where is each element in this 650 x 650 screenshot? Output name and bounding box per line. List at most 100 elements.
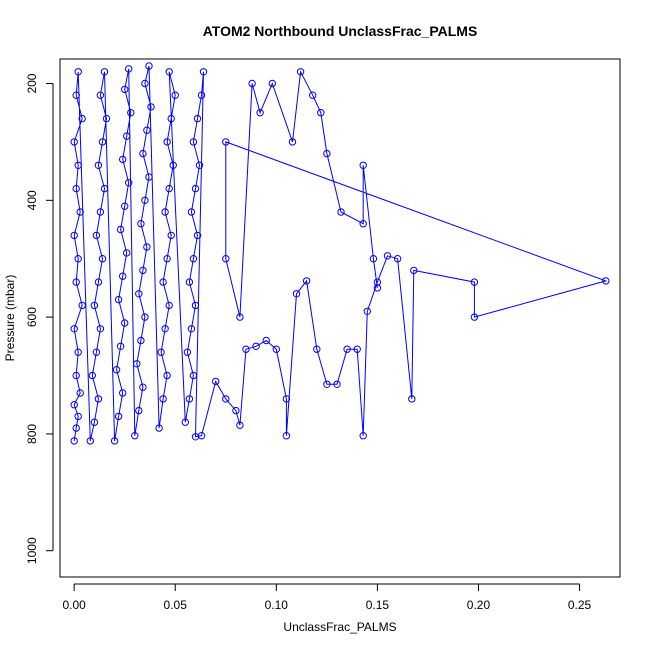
- data-point: [86, 437, 95, 445]
- data-point: [70, 138, 78, 146]
- plot-frame: [59, 58, 621, 578]
- data-point: [256, 109, 264, 117]
- data-point: [187, 325, 196, 333]
- data-point: [222, 138, 230, 146]
- data-point: [353, 345, 361, 353]
- data-point: [212, 377, 220, 386]
- data-point: [127, 109, 135, 117]
- data-point: [222, 255, 230, 263]
- data-point: [137, 220, 145, 228]
- data-point: [193, 231, 202, 240]
- y-tick-label: 1000: [25, 537, 39, 564]
- data-point: [189, 371, 198, 380]
- data-point: [147, 103, 155, 111]
- data-point: [373, 284, 382, 292]
- data-point: [139, 383, 147, 391]
- data-point: [189, 138, 198, 146]
- data-point: [121, 202, 129, 210]
- data-point: [114, 295, 123, 304]
- data-point: [169, 161, 177, 170]
- data-point: [100, 184, 109, 193]
- data-point: [90, 418, 99, 426]
- data-point: [141, 313, 149, 321]
- data-point: [236, 313, 244, 321]
- data-point: [76, 389, 84, 397]
- data-point: [359, 161, 367, 170]
- data-point: [288, 138, 297, 146]
- data-point: [90, 301, 99, 310]
- data-point: [74, 161, 82, 170]
- data-point: [383, 252, 392, 260]
- data-point: [119, 272, 127, 280]
- data-point: [248, 79, 256, 88]
- data-point: [98, 138, 107, 146]
- data-point: [121, 319, 129, 327]
- x-tick-label: 0.10: [265, 598, 289, 612]
- x-tick-label: 0.20: [467, 598, 491, 612]
- data-point: [141, 196, 149, 205]
- data-point: [167, 114, 175, 123]
- data-point: [199, 68, 208, 76]
- series-line: [73, 65, 608, 442]
- data-point: [139, 149, 147, 158]
- data-point: [252, 342, 260, 350]
- data-point: [94, 161, 103, 170]
- data-point: [137, 336, 145, 345]
- data-point: [363, 307, 371, 315]
- data-point: [135, 406, 143, 415]
- data-point: [92, 348, 101, 356]
- data-point: [139, 266, 147, 275]
- data-point: [96, 325, 105, 333]
- data-point: [159, 278, 167, 286]
- data-point: [191, 301, 200, 310]
- x-tick-label: 0.05: [164, 598, 188, 612]
- data-point: [369, 255, 378, 263]
- data-point: [222, 395, 230, 403]
- data-point: [96, 208, 105, 216]
- data-point: [74, 348, 82, 356]
- data-point: [163, 371, 171, 380]
- y-tick-label: 600: [25, 307, 39, 327]
- data-point: [74, 68, 82, 76]
- data-point: [373, 278, 382, 286]
- data-point: [296, 68, 305, 76]
- x-axis-label: UnclassFrac_PALMS: [283, 620, 396, 634]
- data-point: [302, 277, 311, 285]
- data-point: [135, 290, 143, 298]
- data-point: [74, 412, 82, 421]
- data-point: [74, 255, 82, 263]
- data-point: [70, 437, 78, 445]
- data-point: [282, 395, 291, 403]
- data-point: [119, 155, 127, 164]
- data-point: [100, 68, 109, 76]
- data-point: [70, 325, 78, 333]
- data-point: [268, 79, 276, 88]
- data-point: [393, 255, 402, 263]
- data-point: [410, 266, 418, 275]
- data-point: [116, 225, 125, 234]
- data-point: [313, 345, 321, 353]
- data-point: [236, 421, 244, 429]
- data-point: [110, 437, 119, 445]
- data-point: [161, 208, 169, 216]
- data-point: [159, 395, 167, 403]
- data-point: [161, 325, 169, 333]
- chart-title: ATOM2 Northbound UnclassFrac_PALMS: [203, 23, 478, 39]
- data-point: [116, 342, 125, 350]
- data-point: [282, 432, 291, 440]
- data-point: [72, 278, 80, 286]
- data-point: [232, 406, 240, 415]
- data-point: [292, 290, 301, 298]
- data-point: [141, 79, 149, 88]
- data-point: [94, 278, 103, 286]
- y-axis-label: Pressure (mbar): [3, 275, 17, 362]
- data-point: [163, 138, 171, 146]
- data-point: [163, 255, 171, 263]
- y-tick-label: 800: [25, 424, 39, 444]
- data-point: [121, 85, 129, 94]
- data-point: [242, 345, 250, 353]
- data-point: [145, 173, 153, 181]
- data-point: [333, 380, 341, 388]
- data-point: [470, 278, 479, 286]
- data-point: [72, 184, 80, 193]
